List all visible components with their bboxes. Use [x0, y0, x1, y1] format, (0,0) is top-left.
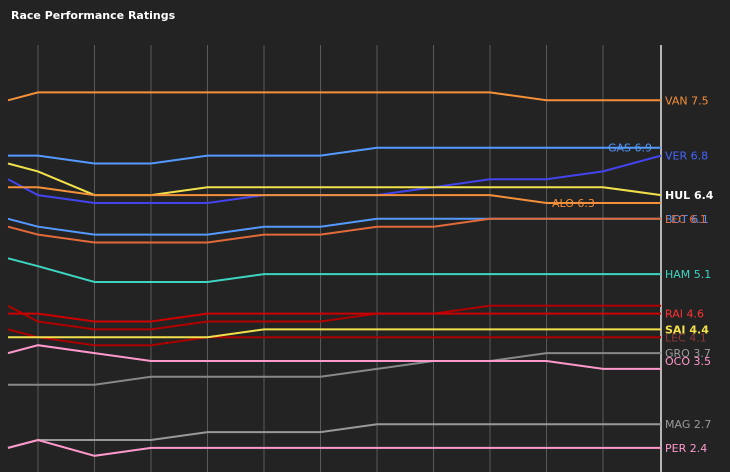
- gridlines: [37, 45, 662, 472]
- series-label-per: PER 2.4: [665, 442, 707, 455]
- series-label-rai: RAI 4.6: [665, 308, 704, 321]
- series-line-van: [7, 91, 661, 102]
- series-line-sai: [8, 328, 661, 339]
- series-label-sai: SAI 4.4: [665, 323, 709, 336]
- series-labels: VAN 7.5 GAS 6.9 VER 6.8 HUL 6.4 ALO 6.3 BOT 6…: [552, 94, 714, 455]
- chart-title: Race Performance Ratings: [11, 9, 176, 22]
- series-line-gas: [8, 146, 661, 165]
- series-label-ver: VER 6.8: [665, 150, 708, 163]
- series-label-bot: BOT 6.1: [665, 213, 709, 226]
- series-line-oco: [7, 344, 661, 370]
- series-line-alo: [8, 186, 661, 204]
- series-line-lec: [7, 217, 661, 244]
- series-line-per: [7, 438, 661, 457]
- series-line-hul: [7, 162, 662, 197]
- series-label-hul: HUL 6.4: [665, 189, 714, 202]
- series-line-lec: [7, 328, 661, 347]
- series-lines: [7, 91, 662, 457]
- series-line-rai: [7, 304, 661, 331]
- series-label-ham: HAM 5.1: [665, 268, 711, 281]
- series-label-lec: LEC 6.1: [665, 213, 707, 226]
- series-line-rai: [8, 312, 661, 323]
- series-label-van: VAN 7.5: [665, 94, 709, 107]
- series-label-mag: MAG 2.7: [665, 418, 711, 431]
- series-line-ham: [7, 257, 661, 283]
- series-label-oco: OCO 3.5: [665, 355, 711, 368]
- series-label-gas: GAS 6.9: [608, 142, 652, 155]
- series-label-gro: GRO 3.7: [665, 347, 711, 360]
- series-line-mag: [7, 423, 661, 449]
- series-line-gro: [8, 352, 661, 386]
- series-label-alo: ALO 6.3: [552, 197, 595, 210]
- series-label-lec: LEC 4.1: [665, 331, 707, 344]
